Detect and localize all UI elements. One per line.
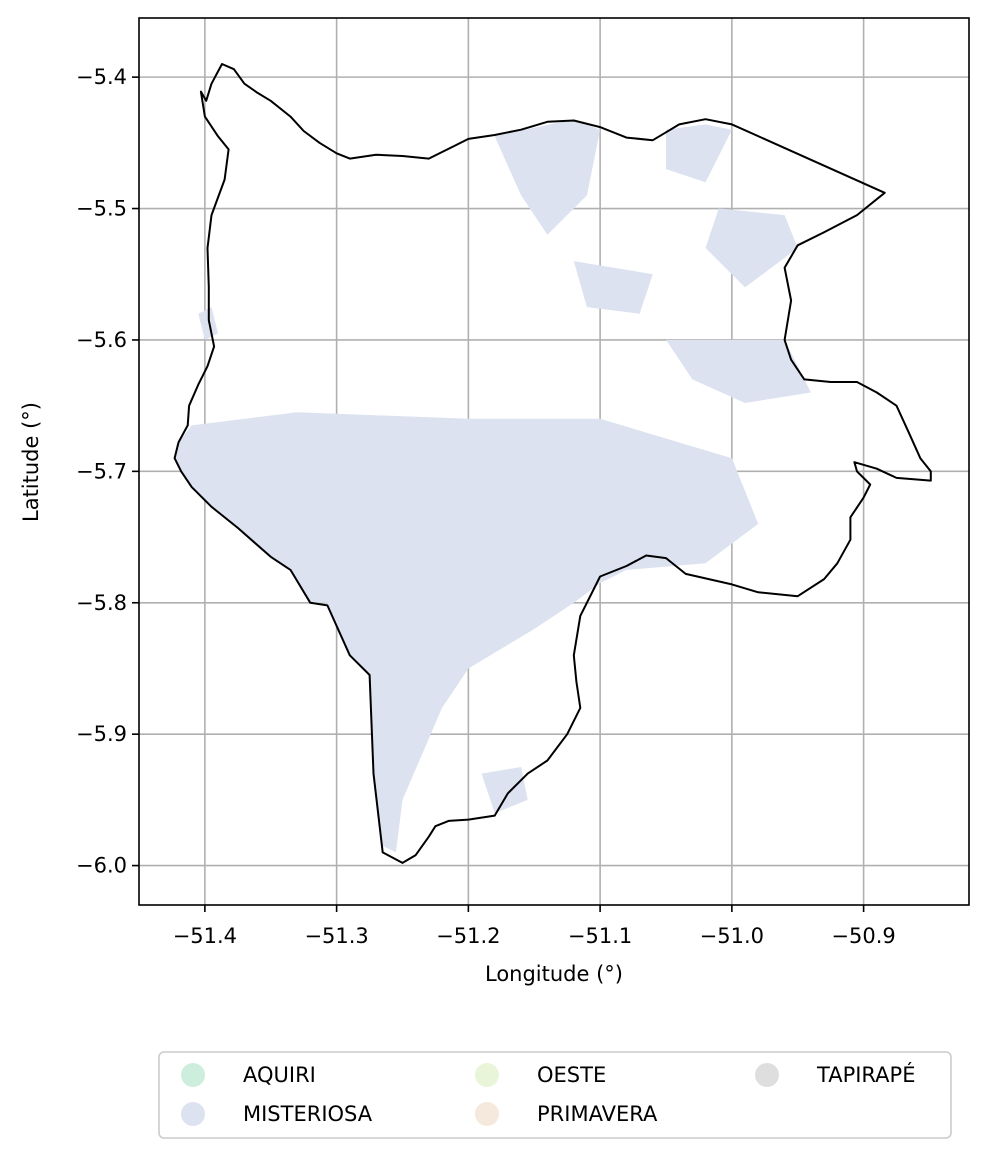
legend-marker <box>755 1063 779 1087</box>
legend-marker <box>475 1102 499 1126</box>
region-misteriosa <box>198 307 218 340</box>
municipality-boundary <box>173 63 932 864</box>
x-axis-ticks: −51.4 −51.3 −51.2 −51.1 −51.0 −50.9 <box>173 905 896 948</box>
legend: AQUIRI MISTERIOSA OESTE PRIMAVERA TAPIRAPÉ <box>158 1051 952 1139</box>
y-tick-label: −5.9 <box>76 722 127 746</box>
x-tick-label: −51.2 <box>436 924 500 948</box>
x-tick-label: −51.4 <box>173 924 237 948</box>
plot-area <box>138 17 970 906</box>
y-axis-title: Latitude (°) <box>19 402 43 522</box>
region-misteriosa <box>481 767 528 813</box>
x-tick-label: −51.1 <box>568 924 632 948</box>
x-tick-label: −51.0 <box>700 924 764 948</box>
legend-marker <box>181 1063 205 1087</box>
legend-label: MISTERIOSA <box>243 1102 373 1126</box>
legend-label: AQUIRI <box>243 1063 316 1087</box>
legend-frame <box>158 1051 952 1139</box>
region-misteriosa <box>174 412 759 853</box>
region-misteriosa <box>494 119 601 235</box>
legend-label: TAPIRAPÉ <box>816 1062 915 1087</box>
region-misteriosa <box>573 261 653 314</box>
x-axis-title: Longitude (°) <box>485 962 623 986</box>
legend-label: PRIMAVERA <box>537 1102 658 1126</box>
legend-label: OESTE <box>537 1063 606 1087</box>
legend-item: OESTE <box>475 1063 606 1087</box>
region-misteriosa <box>666 339 811 403</box>
x-tick-label: −51.3 <box>304 924 368 948</box>
legend-item: TAPIRAPÉ <box>755 1062 915 1087</box>
region-misteriosa <box>705 208 798 288</box>
region-layer <box>174 119 811 853</box>
x-tick-label: −50.9 <box>831 924 895 948</box>
legend-marker <box>475 1063 499 1087</box>
legend-item: PRIMAVERA <box>475 1102 658 1126</box>
y-tick-label: −5.4 <box>76 65 127 89</box>
y-tick-label: −6.0 <box>76 854 127 878</box>
legend-item: AQUIRI <box>181 1063 316 1087</box>
y-tick-label: −5.8 <box>76 591 127 615</box>
y-tick-label: −5.5 <box>76 197 127 221</box>
plot-frame <box>138 17 970 906</box>
legend-item: MISTERIOSA <box>181 1102 373 1126</box>
y-tick-label: −5.7 <box>76 459 127 483</box>
y-axis-ticks: −5.4 −5.5 −5.6 −5.7 −5.8 −5.9 −6.0 <box>76 65 139 878</box>
legend-marker <box>181 1102 205 1126</box>
region-misteriosa <box>666 124 732 183</box>
y-tick-label: −5.6 <box>76 328 127 352</box>
